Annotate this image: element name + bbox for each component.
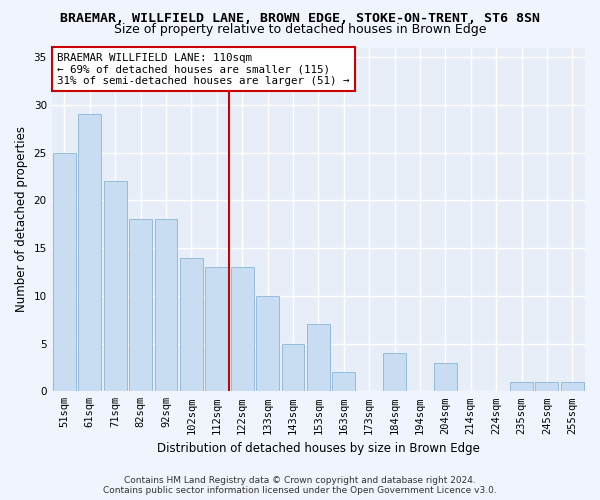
Text: Contains HM Land Registry data © Crown copyright and database right 2024.
Contai: Contains HM Land Registry data © Crown c…	[103, 476, 497, 495]
Bar	[155, 220, 178, 392]
Bar	[281, 344, 304, 392]
Bar	[383, 353, 406, 392]
Bar	[256, 296, 279, 392]
Bar	[79, 114, 101, 392]
Bar	[332, 372, 355, 392]
Text: BRAEMAR, WILLFIELD LANE, BROWN EDGE, STOKE-ON-TRENT, ST6 8SN: BRAEMAR, WILLFIELD LANE, BROWN EDGE, STO…	[60, 12, 540, 26]
X-axis label: Distribution of detached houses by size in Brown Edge: Distribution of detached houses by size …	[157, 442, 480, 455]
Text: BRAEMAR WILLFIELD LANE: 110sqm
← 69% of detached houses are smaller (115)
31% of: BRAEMAR WILLFIELD LANE: 110sqm ← 69% of …	[57, 52, 349, 86]
Bar	[180, 258, 203, 392]
Bar	[307, 324, 330, 392]
Bar	[53, 152, 76, 392]
Bar	[434, 362, 457, 392]
Bar	[510, 382, 533, 392]
Bar	[535, 382, 559, 392]
Y-axis label: Number of detached properties: Number of detached properties	[15, 126, 28, 312]
Bar	[231, 267, 254, 392]
Bar	[561, 382, 584, 392]
Bar	[129, 220, 152, 392]
Bar	[205, 267, 228, 392]
Bar	[104, 181, 127, 392]
Text: Size of property relative to detached houses in Brown Edge: Size of property relative to detached ho…	[114, 22, 486, 36]
